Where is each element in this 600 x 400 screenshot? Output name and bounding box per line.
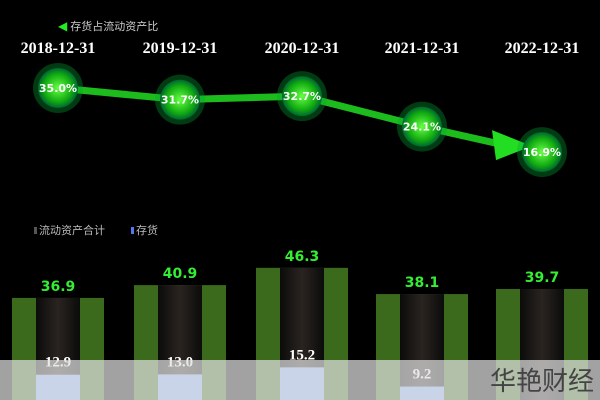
date-label: 2020-12-31: [264, 40, 340, 57]
point-label: 16.9%: [523, 146, 561, 159]
watermark: 华艳财经: [489, 367, 594, 397]
legend-item-current-assets: 流动资产合计: [34, 222, 105, 238]
date-label: 2021-12-31: [384, 40, 460, 57]
data-point: [160, 79, 200, 120]
point-label: 32.7%: [283, 90, 321, 103]
date-label: 2022-12-31: [504, 40, 580, 57]
inventory-value-label: 15.2: [289, 347, 315, 363]
point-label: 24.1%: [403, 121, 441, 134]
data-point: [38, 68, 78, 108]
arrow-legend-icon: ◀: [58, 19, 68, 33]
data-point: [282, 76, 322, 117]
bar-value-label: 38.1: [405, 275, 440, 291]
watermark-band: [0, 360, 600, 400]
data-point: [522, 132, 562, 173]
bar-legend: 流动资产合计 存货: [34, 222, 158, 238]
trend-arrowhead: [492, 130, 532, 161]
legend-item-inventory: 存货: [131, 222, 158, 238]
bar-value-label: 36.9: [41, 279, 76, 295]
bar-value-label: 39.7: [525, 270, 560, 286]
data-point: [402, 106, 442, 147]
date-label: 2019-12-31: [142, 40, 218, 57]
bar-value-label: 40.9: [163, 266, 198, 282]
date-label: 2018-12-31: [20, 40, 96, 57]
line-legend: ◀ 存货占流动资产比: [58, 18, 158, 34]
point-label: 35.0%: [39, 82, 77, 95]
line-legend-label: 存货占流动资产比: [70, 20, 159, 33]
bar-value-label: 46.3: [285, 249, 320, 265]
point-label: 31.7%: [161, 94, 199, 107]
